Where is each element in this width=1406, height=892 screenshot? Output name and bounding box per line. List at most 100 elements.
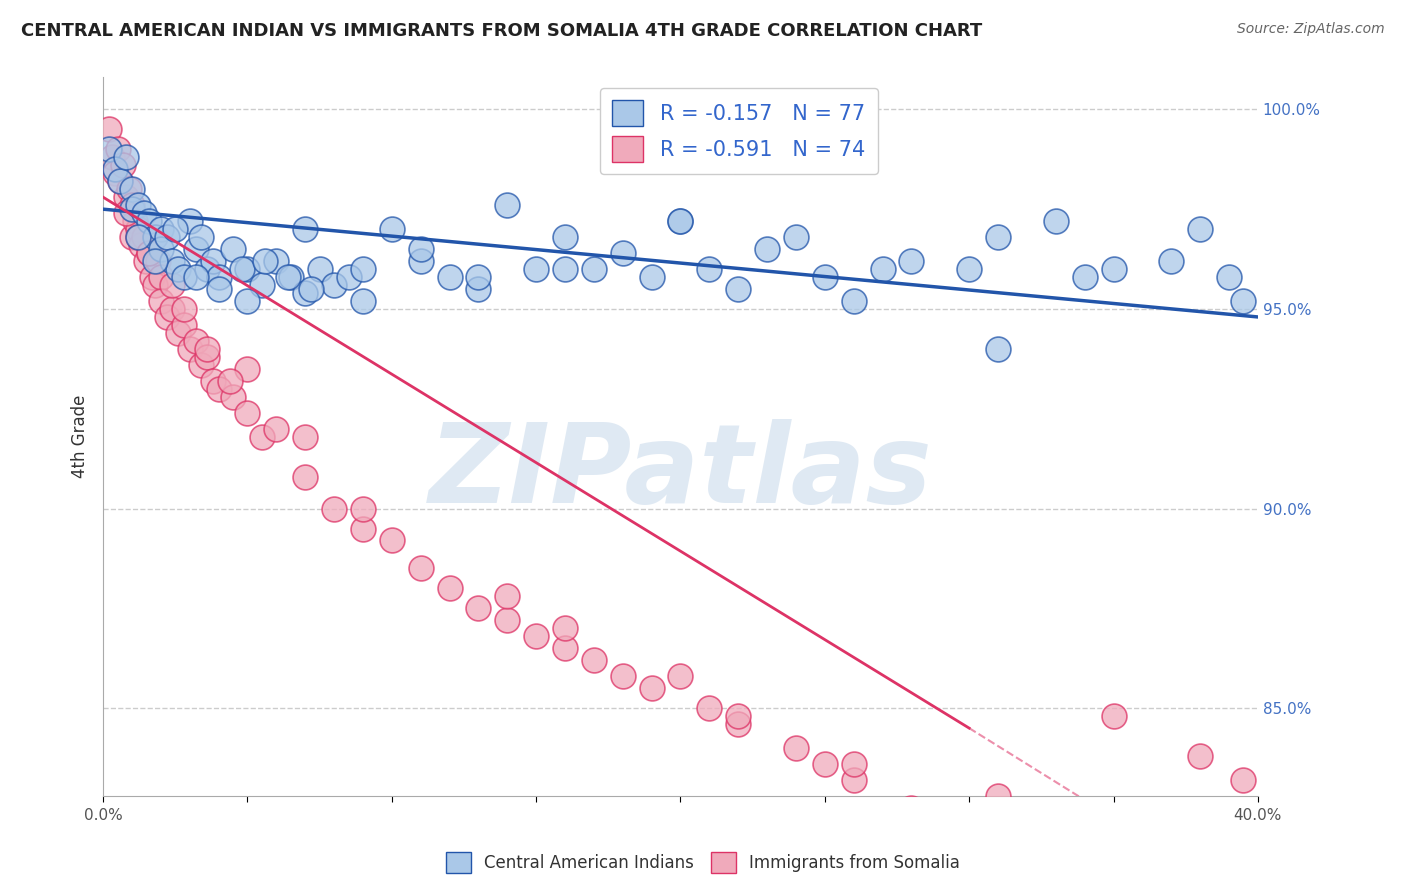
- Point: [173, 301, 195, 316]
- Point: [190, 230, 212, 244]
- Point: [640, 681, 662, 696]
- Point: [727, 709, 749, 723]
- Point: [179, 214, 201, 228]
- Point: [135, 254, 157, 268]
- Point: [352, 522, 374, 536]
- Point: [143, 230, 166, 244]
- Point: [207, 382, 229, 396]
- Point: [554, 641, 576, 656]
- Point: [1189, 222, 1212, 236]
- Point: [554, 230, 576, 244]
- Point: [195, 342, 218, 356]
- Point: [612, 246, 634, 260]
- Point: [138, 246, 160, 260]
- Point: [162, 301, 184, 316]
- Point: [195, 262, 218, 277]
- Point: [352, 293, 374, 308]
- Point: [138, 246, 160, 260]
- Point: [1073, 270, 1095, 285]
- Point: [115, 150, 138, 164]
- Point: [524, 629, 547, 643]
- Point: [231, 262, 253, 277]
- Point: [467, 282, 489, 296]
- Point: [900, 254, 922, 268]
- Point: [323, 278, 346, 293]
- Point: [1232, 293, 1254, 308]
- Text: ZIPatlas: ZIPatlas: [429, 419, 932, 526]
- Point: [929, 821, 952, 835]
- Point: [294, 430, 316, 444]
- Point: [222, 242, 245, 256]
- Point: [409, 254, 432, 268]
- Point: [554, 262, 576, 277]
- Point: [352, 501, 374, 516]
- Point: [1045, 214, 1067, 228]
- Point: [987, 342, 1010, 356]
- Point: [156, 230, 179, 244]
- Point: [250, 278, 273, 293]
- Legend: R = -0.157   N = 77, R = -0.591   N = 74: R = -0.157 N = 77, R = -0.591 N = 74: [600, 87, 877, 174]
- Point: [173, 270, 195, 285]
- Point: [669, 214, 692, 228]
- Point: [236, 362, 259, 376]
- Point: [352, 262, 374, 277]
- Point: [129, 238, 152, 252]
- Point: [699, 262, 721, 277]
- Point: [727, 717, 749, 731]
- Point: [250, 430, 273, 444]
- Point: [381, 222, 404, 236]
- Point: [439, 582, 461, 596]
- Point: [97, 122, 120, 136]
- Point: [127, 230, 149, 244]
- Point: [107, 142, 129, 156]
- Point: [184, 334, 207, 348]
- Point: [277, 270, 299, 285]
- Point: [496, 198, 519, 212]
- Point: [112, 158, 135, 172]
- Point: [756, 242, 779, 256]
- Point: [173, 318, 195, 332]
- Point: [184, 242, 207, 256]
- Point: [104, 162, 127, 177]
- Point: [149, 293, 172, 308]
- Point: [124, 214, 146, 228]
- Point: [127, 222, 149, 236]
- Point: [138, 214, 160, 228]
- Point: [115, 190, 138, 204]
- Point: [207, 282, 229, 296]
- Point: [101, 150, 124, 164]
- Point: [190, 358, 212, 372]
- Point: [842, 772, 865, 787]
- Point: [179, 342, 201, 356]
- Point: [323, 501, 346, 516]
- Point: [439, 270, 461, 285]
- Point: [266, 254, 288, 268]
- Point: [132, 206, 155, 220]
- Point: [280, 270, 302, 285]
- Text: CENTRAL AMERICAN INDIAN VS IMMIGRANTS FROM SOMALIA 4TH GRADE CORRELATION CHART: CENTRAL AMERICAN INDIAN VS IMMIGRANTS FR…: [21, 22, 983, 40]
- Point: [266, 422, 288, 436]
- Point: [669, 214, 692, 228]
- Point: [299, 282, 322, 296]
- Point: [337, 270, 360, 285]
- Point: [236, 406, 259, 420]
- Point: [149, 222, 172, 236]
- Point: [785, 741, 807, 756]
- Point: [165, 222, 187, 236]
- Point: [308, 262, 330, 277]
- Point: [900, 801, 922, 815]
- Point: [294, 469, 316, 483]
- Point: [842, 293, 865, 308]
- Point: [669, 669, 692, 683]
- Point: [496, 590, 519, 604]
- Point: [207, 270, 229, 285]
- Point: [184, 270, 207, 285]
- Point: [167, 326, 190, 340]
- Point: [121, 202, 143, 216]
- Point: [132, 230, 155, 244]
- Point: [957, 262, 980, 277]
- Point: [785, 230, 807, 244]
- Point: [118, 182, 141, 196]
- Point: [149, 270, 172, 285]
- Point: [156, 310, 179, 324]
